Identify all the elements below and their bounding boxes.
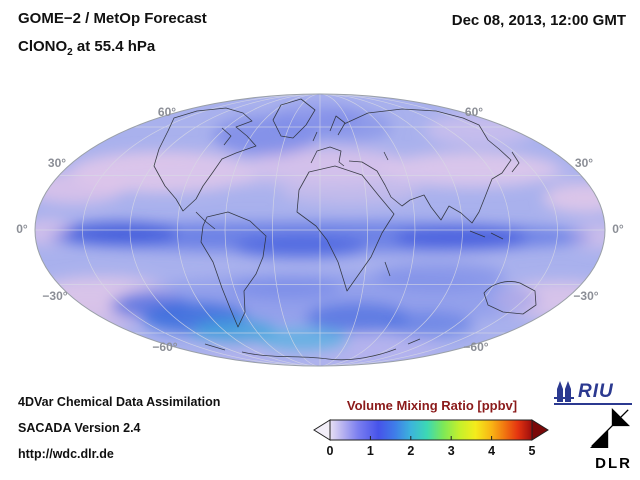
map-area: 60° 30° 0° −30° −60° 60° 30° 0° −30° −60…	[0, 85, 640, 380]
lat-label-left-30: 30°	[47, 156, 67, 170]
lat-label-left-s60: −60°	[152, 340, 178, 354]
dlr-wing-icon	[590, 408, 630, 448]
colorbar-tick-0: 0	[326, 444, 334, 458]
colorbar-tick-marks	[369, 436, 493, 440]
colorbar-gradient-bar	[329, 419, 533, 441]
lat-label-left-60: 60°	[157, 105, 177, 119]
lat-label-left-0: 0°	[16, 222, 28, 236]
colorbar-tick-4: 4	[488, 444, 496, 458]
lat-label-left-s30: −30°	[42, 289, 68, 303]
riu-tower-icon	[554, 381, 574, 402]
lat-label-right-0: 0°	[612, 222, 624, 236]
credit-line-3: http://wdc.dlr.de	[18, 447, 114, 461]
colorbar-tick-3: 3	[447, 444, 455, 458]
map-graticule	[35, 94, 605, 366]
credit-line-2: SACADA Version 2.4	[18, 421, 141, 435]
lat-label-right-s60: −60°	[463, 340, 489, 354]
pressure-level: at 55.4 hPa	[72, 38, 156, 55]
dlr-logo: DLR	[580, 408, 632, 472]
species-name: ClONO	[18, 38, 68, 55]
dlr-logo-text: DLR	[595, 455, 632, 472]
lat-label-right-s30: −30°	[573, 289, 599, 303]
credit-line-1: 4DVar Chemical Data Assimilation	[18, 395, 221, 409]
map-coastlines	[153, 98, 561, 361]
colorbar	[313, 419, 549, 441]
plot-subtitle: ClONO2 at 55.4 hPa	[18, 38, 207, 58]
world-map	[34, 93, 606, 367]
map-field	[35, 94, 605, 366]
colorbar-tick-5: 5	[528, 444, 536, 458]
lat-label-right-60: 60°	[464, 105, 484, 119]
riu-logo: RIU	[554, 376, 632, 405]
species-subscript: 2	[67, 47, 73, 58]
riu-logo-text: RIU	[578, 381, 614, 402]
colorbar-right-arrow	[531, 419, 549, 441]
colorbar-tick-1: 1	[366, 444, 374, 458]
map-rim	[34, 93, 606, 367]
lat-label-right-30: 30°	[574, 156, 594, 170]
colorbar-title: Volume Mixing Ratio [ppbv]	[346, 398, 518, 413]
credits-block: 4DVar Chemical Data Assimilation SACADA …	[18, 394, 220, 472]
title-block: GOME−2 / MetOp Forecast ClONO2 at 55.4 h…	[18, 10, 207, 58]
plot-title: GOME−2 / MetOp Forecast	[18, 10, 207, 27]
colorbar-left-arrow	[313, 419, 331, 441]
colorbar-tick-2: 2	[407, 444, 415, 458]
datetime-label: Dec 08, 2013, 12:00 GMT	[451, 12, 626, 29]
